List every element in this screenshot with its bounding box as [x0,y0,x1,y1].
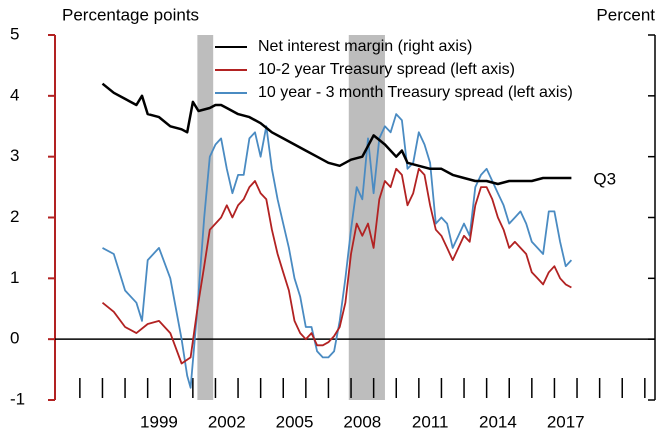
series-line [101,82,572,186]
y-tick-label: 1 [10,268,19,287]
x-tick-label: 1999 [140,412,178,431]
x-tick-label: 2005 [276,412,314,431]
legend-label: 10 year - 3 month Treasury spread (left … [258,84,573,101]
series-line [101,167,572,365]
legend-label: 10-2 year Treasury spread (left axis) [258,61,515,78]
legend-label: Net interest margin (right axis) [258,38,472,55]
y2-axis-label: Percent [596,5,655,24]
y-tick-label: 5 [10,24,19,43]
y-tick-label: -1 [10,389,25,408]
x-tick-label: 2014 [479,412,517,431]
y-tick-label: 3 [10,146,19,165]
x-tick-label: 2011 [412,412,449,431]
recession-band [197,35,214,400]
x-tick-label: 2002 [208,412,246,431]
x-tick-label: 2017 [547,412,585,431]
x-tick-label: 2008 [343,412,381,431]
y-axis-label: Percentage points [62,5,199,24]
y-tick-label: 2 [10,207,19,226]
y-tick-label: 4 [10,85,19,104]
y-tick-label: 0 [10,329,19,348]
annotation: Q3 [593,169,616,188]
series-line [102,113,573,389]
